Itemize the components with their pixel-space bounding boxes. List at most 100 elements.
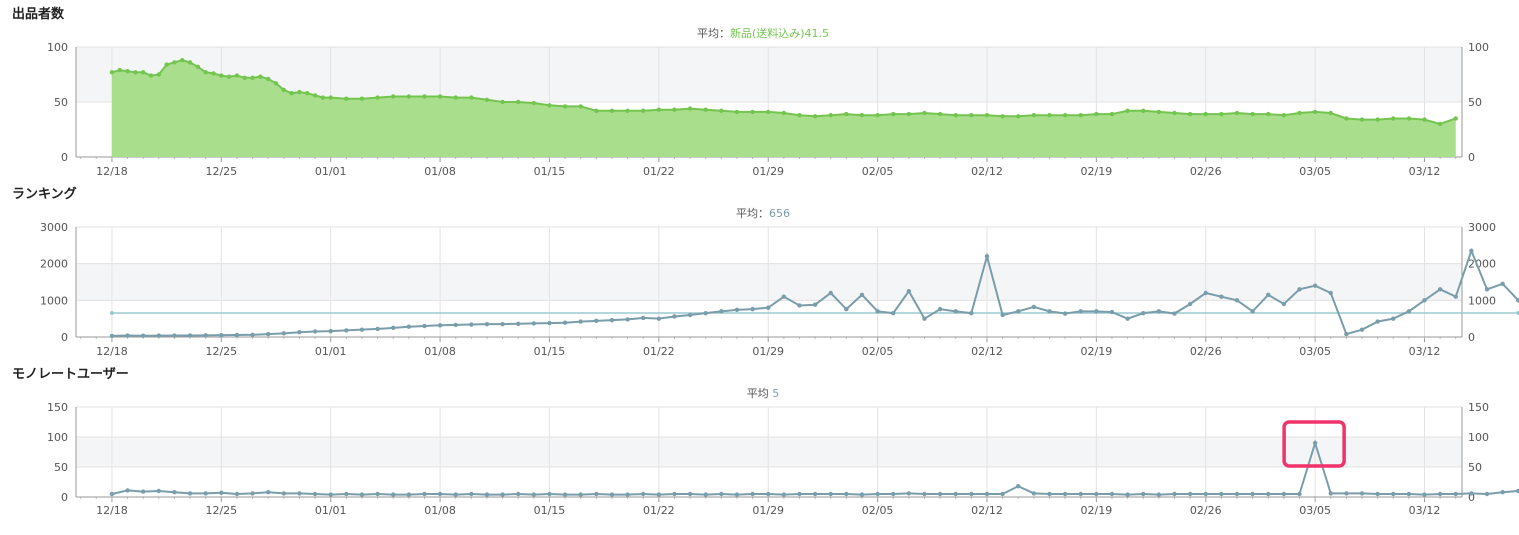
data-point[interactable] bbox=[328, 95, 333, 100]
data-point[interactable] bbox=[781, 294, 787, 299]
data-point[interactable] bbox=[140, 333, 146, 338]
data-point[interactable] bbox=[1172, 311, 1177, 316]
data-point[interactable] bbox=[531, 100, 537, 106]
data-point[interactable] bbox=[1391, 316, 1396, 321]
data-point[interactable] bbox=[1062, 311, 1068, 316]
data-point[interactable] bbox=[906, 111, 912, 117]
data-point[interactable] bbox=[422, 323, 427, 329]
data-point[interactable] bbox=[1266, 111, 1271, 117]
data-point[interactable] bbox=[1406, 491, 1412, 497]
data-point[interactable] bbox=[812, 114, 818, 119]
data-point[interactable] bbox=[1516, 488, 1519, 494]
data-point[interactable] bbox=[203, 491, 208, 496]
data-point[interactable] bbox=[1187, 491, 1193, 497]
data-point[interactable] bbox=[375, 491, 380, 497]
data-point[interactable] bbox=[1125, 316, 1130, 321]
data-point[interactable] bbox=[234, 491, 240, 497]
data-point[interactable] bbox=[578, 319, 583, 324]
data-point[interactable] bbox=[1469, 248, 1474, 254]
data-point[interactable] bbox=[156, 333, 162, 338]
data-point[interactable] bbox=[226, 74, 232, 79]
data-point[interactable] bbox=[719, 491, 724, 497]
data-point[interactable] bbox=[969, 113, 974, 118]
data-point[interactable] bbox=[687, 106, 693, 111]
data-point[interactable] bbox=[1109, 111, 1115, 117]
data-point[interactable] bbox=[656, 492, 662, 497]
data-point[interactable] bbox=[500, 99, 505, 105]
data-point[interactable] bbox=[250, 332, 255, 337]
data-point[interactable] bbox=[484, 492, 490, 497]
data-point[interactable] bbox=[703, 310, 708, 316]
data-point[interactable] bbox=[1484, 491, 1490, 497]
data-point[interactable] bbox=[109, 70, 115, 75]
data-point[interactable] bbox=[1281, 113, 1287, 118]
data-point[interactable] bbox=[1297, 110, 1302, 116]
data-point[interactable] bbox=[125, 488, 130, 493]
data-point[interactable] bbox=[766, 491, 771, 497]
data-point[interactable] bbox=[1250, 491, 1255, 497]
data-point[interactable] bbox=[437, 323, 443, 328]
data-point[interactable] bbox=[547, 103, 552, 108]
data-point[interactable] bbox=[437, 491, 443, 497]
data-point[interactable] bbox=[1000, 491, 1005, 497]
data-point[interactable] bbox=[1047, 309, 1052, 314]
data-point[interactable] bbox=[1234, 298, 1240, 303]
data-point[interactable] bbox=[453, 95, 458, 100]
data-point[interactable] bbox=[172, 333, 177, 338]
data-point[interactable] bbox=[344, 96, 349, 101]
data-point[interactable] bbox=[148, 73, 154, 78]
data-point[interactable] bbox=[219, 332, 224, 338]
data-point[interactable] bbox=[672, 107, 677, 112]
data-point[interactable] bbox=[844, 306, 849, 312]
data-point[interactable] bbox=[1359, 327, 1365, 332]
data-point[interactable] bbox=[359, 327, 365, 332]
data-point[interactable] bbox=[625, 492, 630, 497]
data-point[interactable] bbox=[1156, 109, 1162, 115]
data-point[interactable] bbox=[109, 491, 115, 497]
data-point[interactable] bbox=[172, 60, 177, 65]
data-point[interactable] bbox=[969, 491, 974, 497]
data-point[interactable] bbox=[1312, 440, 1318, 446]
data-point[interactable] bbox=[1516, 298, 1519, 303]
data-point[interactable] bbox=[359, 96, 365, 101]
data-point[interactable] bbox=[273, 81, 279, 86]
data-point[interactable] bbox=[359, 492, 365, 497]
data-point[interactable] bbox=[1016, 484, 1021, 489]
data-point[interactable] bbox=[1312, 109, 1318, 115]
data-point[interactable] bbox=[1062, 113, 1068, 118]
data-point[interactable] bbox=[281, 87, 287, 93]
data-point[interactable] bbox=[1141, 310, 1146, 316]
data-point[interactable] bbox=[109, 333, 115, 339]
data-point[interactable] bbox=[875, 113, 880, 118]
data-point[interactable] bbox=[812, 302, 818, 307]
data-point[interactable] bbox=[1156, 492, 1162, 497]
data-point[interactable] bbox=[1203, 491, 1208, 497]
data-point[interactable] bbox=[1125, 108, 1130, 114]
data-point[interactable] bbox=[625, 317, 630, 322]
data-point[interactable] bbox=[1234, 491, 1240, 497]
data-point[interactable] bbox=[1500, 281, 1505, 287]
data-point[interactable] bbox=[1016, 309, 1021, 314]
data-point[interactable] bbox=[750, 491, 755, 497]
data-point[interactable] bbox=[1375, 319, 1380, 324]
data-point[interactable] bbox=[219, 73, 224, 78]
data-point[interactable] bbox=[305, 91, 310, 96]
data-point[interactable] bbox=[289, 91, 294, 96]
data-point[interactable] bbox=[1078, 113, 1083, 118]
data-point[interactable] bbox=[453, 492, 458, 497]
data-point[interactable] bbox=[1406, 309, 1412, 314]
data-point[interactable] bbox=[687, 312, 693, 318]
data-point[interactable] bbox=[484, 321, 490, 327]
data-point[interactable] bbox=[1422, 117, 1427, 122]
data-point[interactable] bbox=[844, 111, 849, 117]
data-point[interactable] bbox=[1078, 309, 1083, 314]
data-point[interactable] bbox=[703, 107, 708, 112]
data-point[interactable] bbox=[1203, 111, 1208, 117]
data-point[interactable] bbox=[937, 306, 943, 312]
data-point[interactable] bbox=[1469, 491, 1474, 496]
data-point[interactable] bbox=[1047, 491, 1052, 497]
data-point[interactable] bbox=[312, 491, 318, 497]
data-point[interactable] bbox=[265, 76, 271, 82]
data-point[interactable] bbox=[516, 99, 521, 105]
data-point[interactable] bbox=[594, 491, 599, 497]
